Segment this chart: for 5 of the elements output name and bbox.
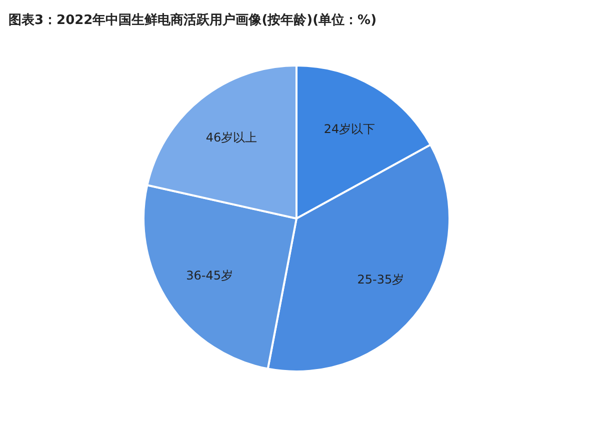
chart-title: 图表3：2022年中国生鲜电商活跃用户画像(按年龄)(单位：%) — [8, 12, 377, 28]
slice-label: 25-35岁 — [357, 272, 404, 287]
slice-label: 24岁以下 — [324, 122, 376, 136]
slice-label: 46岁以上 — [206, 130, 258, 144]
slice-label: 36-45岁 — [186, 268, 233, 283]
